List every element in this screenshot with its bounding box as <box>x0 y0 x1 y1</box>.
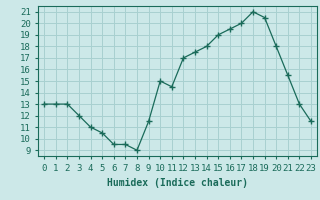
X-axis label: Humidex (Indice chaleur): Humidex (Indice chaleur) <box>107 178 248 188</box>
